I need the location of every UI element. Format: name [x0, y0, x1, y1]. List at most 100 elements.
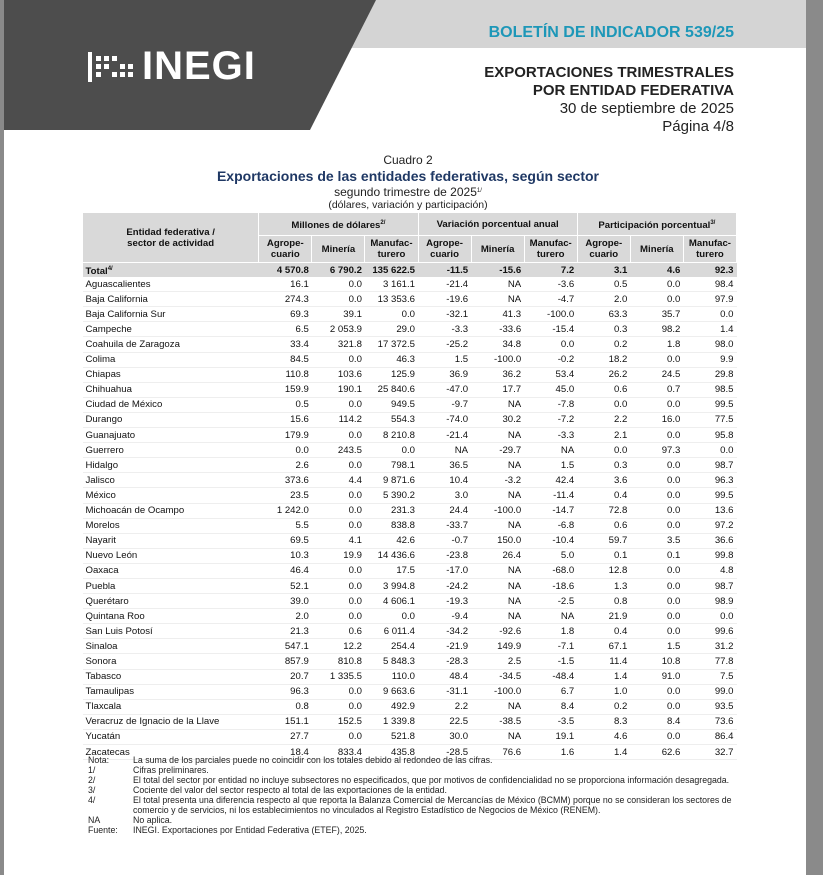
cell: NA: [471, 277, 525, 293]
cell: -24.2: [418, 578, 472, 595]
cell: 1.5: [418, 352, 472, 368]
cell: -1.5: [524, 653, 578, 670]
table-row: Hidalgo 2.6 0.0 798.1 36.5 NA 1.5 0.3 0.0 98.7: [82, 457, 737, 474]
cell: 0.0: [630, 563, 684, 579]
note-row: Nota: La suma de los parciales puede no c…: [88, 755, 738, 765]
cell: 373.6: [258, 472, 312, 489]
table-units: (dólares, variación y participación): [328, 199, 488, 211]
cell: NA: [471, 699, 525, 715]
cell: 274.3: [258, 291, 312, 308]
cell: 93.5: [683, 699, 737, 715]
cell: 4.6: [630, 262, 684, 278]
cell: 39.0: [258, 593, 312, 610]
cell: 857.9: [258, 653, 312, 670]
header-band: [344, 0, 806, 48]
cell: 6.5: [258, 321, 312, 338]
cell: 3.0: [418, 487, 472, 504]
cell: 0.0: [630, 623, 684, 640]
subcolumn-header: Agrope-cuario: [258, 235, 313, 263]
cell: -33.7: [418, 518, 472, 534]
subcolumn-header: Minería: [311, 235, 366, 263]
note-ref: 3/: [710, 219, 716, 226]
cell: 0.0: [258, 442, 312, 459]
cell: 0.0: [577, 442, 631, 459]
row-name: Chihuahua: [82, 382, 259, 398]
table-row: Aguascalientes 16.1 0.0 3 161.1 -21.4 NA -3.6 0…: [82, 277, 737, 293]
note-mark: 4/: [88, 795, 96, 805]
cell: -3.3: [524, 427, 578, 444]
note-text: INEGI. Exportaciones por Entidad Federat…: [133, 825, 367, 835]
note-text: La suma de los parciales puede no coinci…: [133, 755, 493, 765]
cell: 0.0: [630, 277, 684, 293]
cell: NA: [524, 442, 578, 459]
cell: 135 622.5: [364, 262, 418, 278]
cell: -9.4: [418, 608, 472, 625]
cell: 4 570.8: [258, 262, 312, 278]
cell: 0.0: [630, 729, 684, 746]
doc-title: POR ENTIDAD FEDERATIVA: [532, 82, 734, 99]
cell: 2.2: [577, 412, 631, 429]
cell: 2.0: [577, 291, 631, 308]
cell: 0.0: [311, 277, 365, 293]
cell: 73.6: [683, 714, 737, 730]
cell: -68.0: [524, 563, 578, 579]
cell: NA: [471, 593, 525, 610]
row-name: Oaxaca: [82, 563, 259, 579]
cell: 0.0: [630, 578, 684, 595]
cell: 0.0: [311, 608, 365, 625]
cell: -3.6: [524, 277, 578, 293]
table-row: Chiapas 110.8 103.6 125.9 36.9 36.2 53.4 26.2 24…: [82, 367, 737, 383]
cell: 77.5: [683, 412, 737, 429]
cell: 24.4: [418, 503, 472, 519]
cell: 26.2: [577, 367, 631, 383]
cell: -21.4: [418, 277, 472, 293]
cell: 254.4: [364, 638, 418, 655]
cell: 3.1: [577, 262, 631, 278]
logo-text: INEGI: [142, 44, 256, 88]
cell: 59.7: [577, 533, 631, 549]
table-row: Quintana Roo 2.0 0.0 0.0 -9.4 NA NA 21.9 0.0 0.0: [82, 608, 737, 625]
cell: 21.3: [258, 623, 312, 640]
cell: -7.2: [524, 412, 578, 429]
cell: 99.6: [683, 623, 737, 640]
cell: -6.8: [524, 518, 578, 534]
cell: 0.0: [311, 503, 365, 519]
note-text: El total presenta una diferencia respect…: [133, 795, 732, 815]
cell: 48.4: [418, 669, 472, 685]
note-text: Cociente del valor del sector respecto a…: [133, 785, 447, 795]
table-row: Querétaro 39.0 0.0 4 606.1 -19.3 NA -2.5 0.8 0.0…: [82, 593, 737, 610]
cell: 8 210.8: [364, 427, 418, 444]
cell: -38.5: [471, 714, 525, 730]
cell: -100.0: [471, 684, 525, 700]
cell: 17 372.5: [364, 336, 418, 353]
cell: 0.6: [577, 382, 631, 398]
header-row: Entidad federativa / sector de actividad…: [81, 212, 738, 263]
cell: 84.5: [258, 352, 312, 368]
row-name: Yucatán: [82, 729, 259, 746]
cell: 4.4: [311, 472, 365, 489]
cell: -31.1: [418, 684, 472, 700]
cell: 2.2: [418, 699, 472, 715]
cell: 4 606.1: [364, 593, 418, 610]
group-header: Variación porcentual anual: [417, 212, 578, 236]
cell: 1.4: [577, 669, 631, 685]
cell: -3.3: [418, 321, 472, 338]
cell: 13.6: [683, 503, 737, 519]
cell: 0.0: [683, 608, 737, 625]
doc-date: 30 de septiembre de 2025: [559, 100, 734, 117]
cell: 554.3: [364, 412, 418, 429]
note-row: 2/El total del sector por entidad no inc…: [88, 775, 738, 785]
cell: 0.1: [577, 548, 631, 564]
cell: 838.8: [364, 518, 418, 534]
row-name: Durango: [82, 412, 259, 429]
cell: 99.8: [683, 548, 737, 564]
cell: 3 161.1: [364, 277, 418, 293]
cell: 8.3: [577, 714, 631, 730]
cell: 53.4: [524, 367, 578, 383]
cell: -15.4: [524, 321, 578, 338]
cell: NA: [471, 518, 525, 534]
table-row: Sinaloa 547.1 12.2 254.4 -21.9 149.9 -7.1 67.1 1…: [82, 638, 737, 655]
cell: 1 335.5: [311, 669, 365, 685]
cell: 29.0: [364, 321, 418, 338]
